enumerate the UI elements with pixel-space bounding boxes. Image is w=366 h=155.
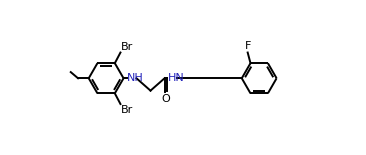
Text: F: F [244, 41, 251, 51]
Text: Br: Br [121, 42, 133, 52]
Text: NH: NH [127, 73, 144, 83]
Text: HN: HN [168, 73, 184, 83]
Text: O: O [161, 94, 170, 104]
Text: Br: Br [121, 105, 133, 115]
